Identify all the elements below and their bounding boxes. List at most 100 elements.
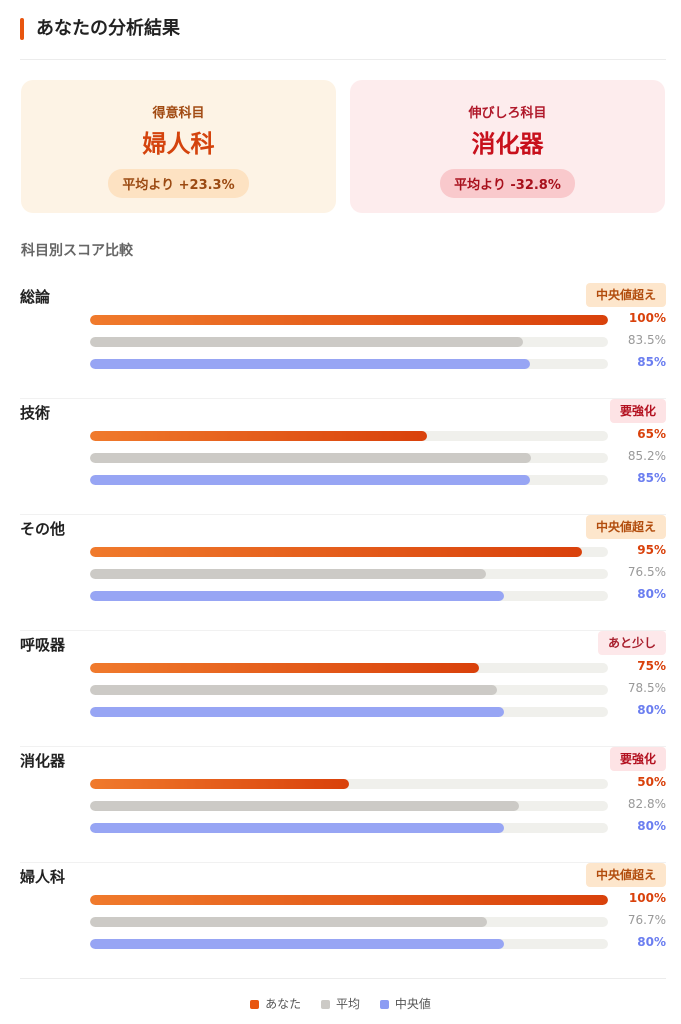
average-score-label: 76.7% [627,913,666,927]
your-score-label: 100% [628,311,666,325]
legend-item-median: 中央値 [379,995,431,1012]
median-score-bar [90,939,505,949]
subject-name: 技術 [20,404,51,422]
median-score-bar-track [90,707,608,717]
median-score-bar [90,359,531,369]
header-accent-bar [20,18,24,40]
strong-subject-card: 得意科目 婦人科 平均より +23.3% [21,80,336,213]
status-badge: 要強化 [609,399,666,423]
average-score-row: 76.5% [90,563,666,585]
average-score-bar-track [90,917,608,927]
subject-row: 呼吸器 あと少し 75% 78.5% 80% [20,631,666,747]
strong-subject-name: 婦人科 [142,130,215,158]
page-title: あなたの分析結果 [36,18,180,39]
your-score-row: 65% [90,425,666,447]
your-score-bar [90,315,608,325]
subject-name: 消化器 [20,752,66,770]
median-score-bar-track [90,591,608,601]
average-score-label: 83.5% [627,333,666,347]
your-score-row: 100% [90,309,666,331]
average-score-bar [90,685,497,695]
median-score-row: 80% [90,933,666,955]
your-score-label: 95% [637,543,666,557]
subject-row: 消化器 要強化 50% 82.8% 80% [20,747,666,863]
your-score-row: 50% [90,773,666,795]
average-score-row: 76.7% [90,911,666,933]
your-score-bar [90,895,608,905]
subject-name: その他 [20,520,66,538]
legend-divider [20,978,666,979]
legend-swatch-median [379,1000,389,1009]
average-score-row: 85.2% [90,447,666,469]
weak-subject-card: 伸びしろ科目 消化器 平均より -32.8% [350,80,665,213]
legend-swatch-average [320,1000,330,1009]
average-score-bar [90,569,487,579]
legend-label-you: あなた [265,997,302,1011]
average-score-bar-track [90,453,608,463]
average-score-bar-track [90,569,608,579]
status-badge: あと少し [597,631,666,655]
median-score-label: 85% [637,355,666,369]
your-score-bar [90,779,349,789]
your-score-label: 100% [628,891,666,905]
subject-name: 婦人科 [20,868,66,886]
average-score-bar-track [90,337,608,347]
legend: あなた 平均 中央値 [0,995,681,1012]
your-score-label: 50% [637,775,666,789]
median-score-row: 85% [90,469,666,491]
median-score-row: 80% [90,817,666,839]
legend-item-you: あなた [250,995,301,1012]
average-score-bar-track [90,801,608,811]
subject-row: 婦人科 中央値超え 100% 76.7% 80% [20,863,666,979]
median-score-row: 80% [90,701,666,723]
strong-subject-label: 得意科目 [152,106,205,121]
your-score-label: 75% [637,659,666,673]
average-score-row: 82.8% [90,795,666,817]
average-score-bar [90,453,532,463]
your-score-bar-track [90,315,608,325]
average-score-label: 76.5% [627,565,666,579]
weak-subject-diff-badge: 平均より -32.8% [440,169,575,198]
median-score-bar [90,823,505,833]
status-badge: 要強化 [609,747,666,771]
median-score-bar [90,591,505,601]
median-score-label: 80% [637,587,666,601]
median-score-label: 80% [637,935,666,949]
status-badge: 中央値超え [585,515,666,539]
median-score-label: 80% [637,703,666,717]
subject-name: 呼吸器 [20,636,66,654]
average-score-bar [90,917,488,927]
your-score-bar-track [90,779,608,789]
your-score-row: 100% [90,889,666,911]
median-score-bar-track [90,823,608,833]
median-score-row: 80% [90,585,666,607]
average-score-row: 78.5% [90,679,666,701]
status-badge: 中央値超え [585,283,666,307]
your-score-bar [90,431,427,441]
average-score-label: 82.8% [627,797,666,811]
subject-row: 技術 要強化 65% 85.2% 85% [20,399,666,515]
strong-subject-diff-badge: 平均より +23.3% [108,169,249,198]
median-score-label: 85% [637,471,666,485]
median-score-bar-track [90,475,608,485]
legend-swatch-you [250,1000,260,1009]
your-score-bar [90,547,583,557]
your-score-bar-track [90,547,608,557]
median-score-row: 85% [90,353,666,375]
weak-subject-name: 消化器 [471,130,544,158]
subject-row: その他 中央値超え 95% 76.5% 80% [20,515,666,631]
legend-label-median: 中央値 [394,997,431,1011]
average-score-bar-track [90,685,608,695]
weak-subject-label: 伸びしろ科目 [468,106,547,121]
page-header: あなたの分析結果 [20,14,666,60]
median-score-bar [90,707,505,717]
subject-row: 総論 中央値超え 100% 83.5% 85% [20,283,666,399]
your-score-row: 95% [90,541,666,563]
average-score-row: 83.5% [90,331,666,353]
legend-item-average: 平均 [320,995,360,1012]
average-score-label: 85.2% [627,449,666,463]
your-score-label: 65% [637,427,666,441]
median-score-bar [90,475,531,485]
average-score-label: 78.5% [627,681,666,695]
your-score-bar-track [90,431,608,441]
